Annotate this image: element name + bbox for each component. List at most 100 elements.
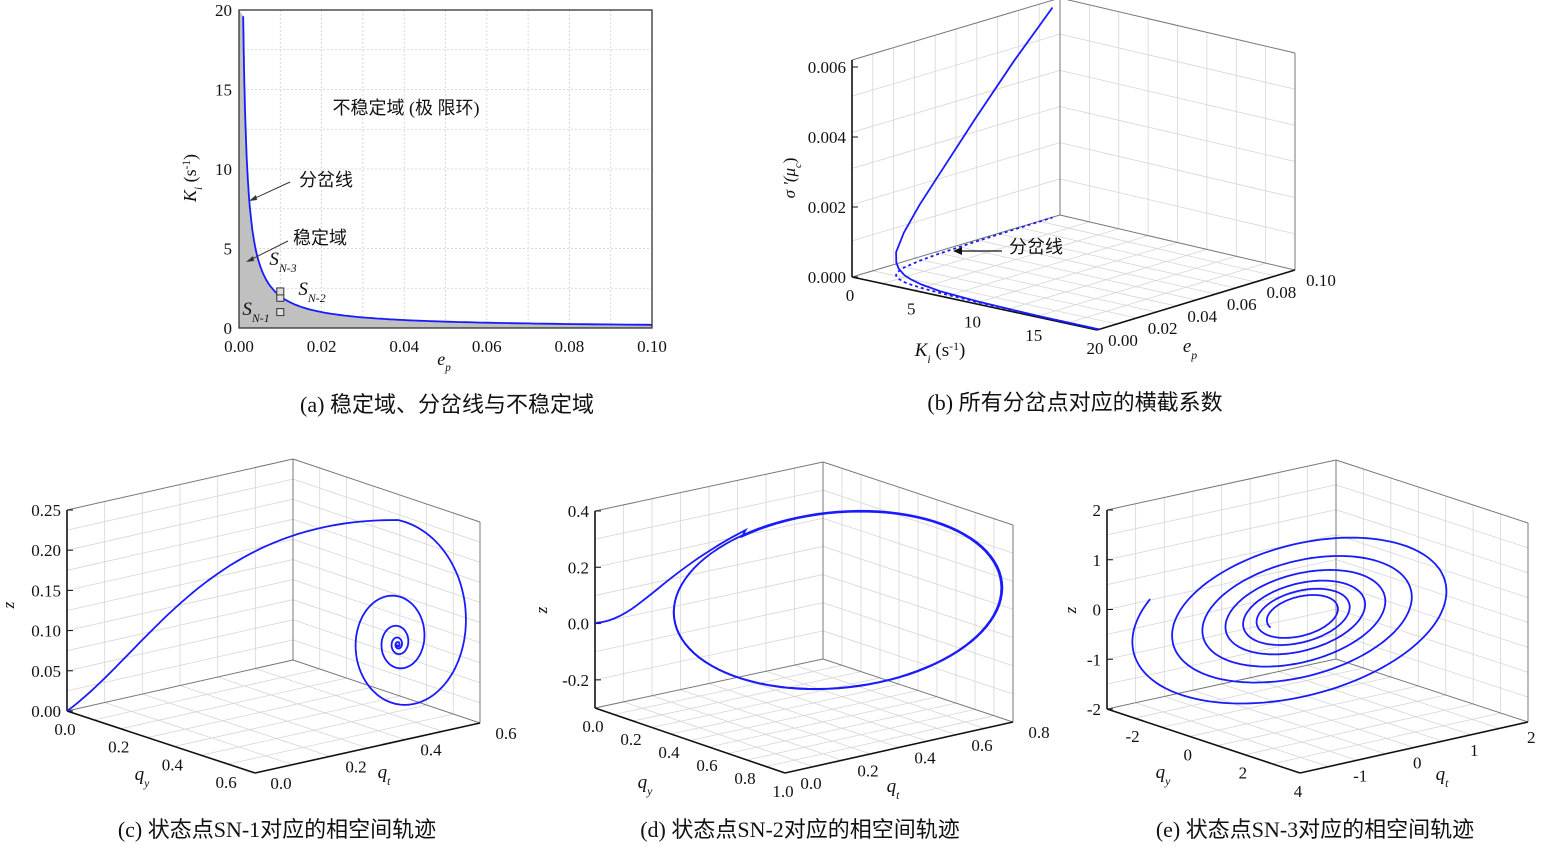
z-axis-label: z xyxy=(0,601,18,609)
y-axis-label-part: ) xyxy=(180,154,201,160)
y-tick-label: 1 xyxy=(1470,741,1479,760)
x-tick-label: 0.6 xyxy=(696,756,717,775)
state-point-marker xyxy=(276,287,285,296)
floor-grid xyxy=(255,668,443,732)
x-tick-label: 0.0 xyxy=(582,717,603,736)
x-axis-label-part: q xyxy=(1156,762,1166,783)
floor-grid xyxy=(1307,664,1500,729)
y-tick-label: 0.2 xyxy=(857,761,878,780)
wall-grid xyxy=(822,489,1014,554)
wall-grid xyxy=(66,619,294,672)
z-tick-label: 0 xyxy=(1093,601,1102,620)
y-axis-label-part: t xyxy=(896,789,900,802)
z-axis-label-part: z xyxy=(1061,606,1080,614)
unstable-region-label: 不稳定域 (极 限环) xyxy=(333,98,480,119)
y-tick-label: 0.0 xyxy=(800,774,821,793)
x-axis-label-part: y xyxy=(143,777,150,790)
z-axis-label: z xyxy=(1061,606,1080,614)
y-tick-label: 0.4 xyxy=(914,749,936,768)
arrow-head-icon xyxy=(953,247,962,255)
wall-grid xyxy=(292,478,481,543)
floor-grid xyxy=(623,701,814,768)
wall-grid xyxy=(292,639,481,704)
arrow-head-icon xyxy=(249,195,257,201)
state-point-label-part: N-3 xyxy=(278,262,297,275)
x-tick-label: 0 xyxy=(1183,745,1192,764)
z-axis-label-part: c xyxy=(793,163,804,168)
z-tick-label: 0.006 xyxy=(808,58,846,77)
wall-grid xyxy=(1059,106,1296,162)
floor-grid xyxy=(1039,220,1276,277)
z-axis-label: z xyxy=(532,606,551,614)
box-edge xyxy=(594,658,824,709)
wall-grid xyxy=(851,69,1061,133)
box-edge xyxy=(822,461,1014,526)
z-tick-label: 0.0 xyxy=(568,615,589,634)
state-point-label: SN-2 xyxy=(298,279,325,305)
x-tick-label: 15 xyxy=(1025,326,1042,345)
y-axis-label: Ki (s-1) xyxy=(180,154,205,203)
wall-grid xyxy=(822,602,1014,667)
floor-grid xyxy=(935,251,1177,307)
x-axis xyxy=(66,710,256,774)
wall-grid xyxy=(292,619,481,684)
state-point-label: SN-3 xyxy=(269,249,296,275)
y-tick-label: 10 xyxy=(215,160,232,179)
z-tick-label: 0.2 xyxy=(568,558,589,577)
floor-grid xyxy=(914,258,1157,313)
floor-grid xyxy=(708,683,900,748)
floor-grid xyxy=(1221,683,1415,748)
box-edge xyxy=(1106,459,1337,511)
x-axis-label-part: ) xyxy=(959,340,965,361)
z-tick-label: 0.004 xyxy=(808,128,847,147)
bifurcation-line-projection xyxy=(895,216,1100,331)
x-axis-label-part: (s xyxy=(931,340,949,361)
floor-grid xyxy=(1018,227,1256,283)
y-tick-label: 0.06 xyxy=(1227,295,1257,314)
wall-grid xyxy=(1106,509,1337,561)
x-tick-label: 0.06 xyxy=(472,337,502,356)
y-tick-label: 15 xyxy=(215,81,232,100)
x-tick-label: 0.8 xyxy=(734,769,755,788)
wall-grid xyxy=(1059,142,1296,199)
x-tick-label: 0.2 xyxy=(108,738,129,757)
x-tick-label: 4 xyxy=(1294,782,1303,801)
floor-grid xyxy=(217,676,406,741)
y-axis-label-part: e xyxy=(1183,336,1191,357)
floor-grid xyxy=(1278,671,1472,736)
x-tick-label: 0.00 xyxy=(224,337,254,356)
floor-grid xyxy=(955,245,1197,301)
wall-grid xyxy=(1106,484,1337,536)
y-axis xyxy=(1096,269,1296,331)
y-tick-label: 0.00 xyxy=(1108,331,1138,350)
z-tick-label: -0.2 xyxy=(562,671,589,690)
y-tick-label: 20 xyxy=(215,1,232,20)
wall-grid xyxy=(66,579,294,631)
wall-grid xyxy=(1059,69,1296,126)
wall-grid xyxy=(594,546,824,596)
box-edge xyxy=(292,458,481,523)
chart-d: -0.2 0.0 0.2 0.4 0.0 0.2 0.4 0.6 0.8 1.0 0.0 0.2 0.4… xyxy=(532,461,1050,842)
wall-grid xyxy=(594,602,824,653)
x-tick-label: 0.2 xyxy=(620,730,641,749)
z-tick-label: 0.20 xyxy=(31,541,61,560)
y-tick-label: 0.6 xyxy=(971,736,992,755)
plot-frame xyxy=(238,9,653,329)
y-axis-label-part: q xyxy=(1436,764,1446,785)
floor-grid xyxy=(1192,689,1386,755)
wall-grid xyxy=(1335,484,1529,549)
wall-grid xyxy=(1059,178,1296,235)
chart-c: 0.00 0.05 0.10 0.15 0.20 0.25 0.0 0.2 0.4 0.6 0.0 0… xyxy=(0,458,517,842)
z-tick-label: 0.25 xyxy=(31,501,61,520)
z-tick-label: 0.000 xyxy=(808,268,846,287)
x-tick-label: 0.02 xyxy=(307,337,337,356)
y-tick-label: 0.04 xyxy=(1187,307,1217,326)
y-tick-label: -1 xyxy=(1353,766,1367,785)
annotation-arrow xyxy=(247,240,289,262)
z-axis-label: σ '(μc) xyxy=(780,158,804,199)
x-axis-label-part: e xyxy=(437,349,445,369)
y-axis-label-part: t xyxy=(387,775,391,788)
z-tick-label: -1 xyxy=(1087,650,1101,669)
y-axis xyxy=(784,721,1014,774)
